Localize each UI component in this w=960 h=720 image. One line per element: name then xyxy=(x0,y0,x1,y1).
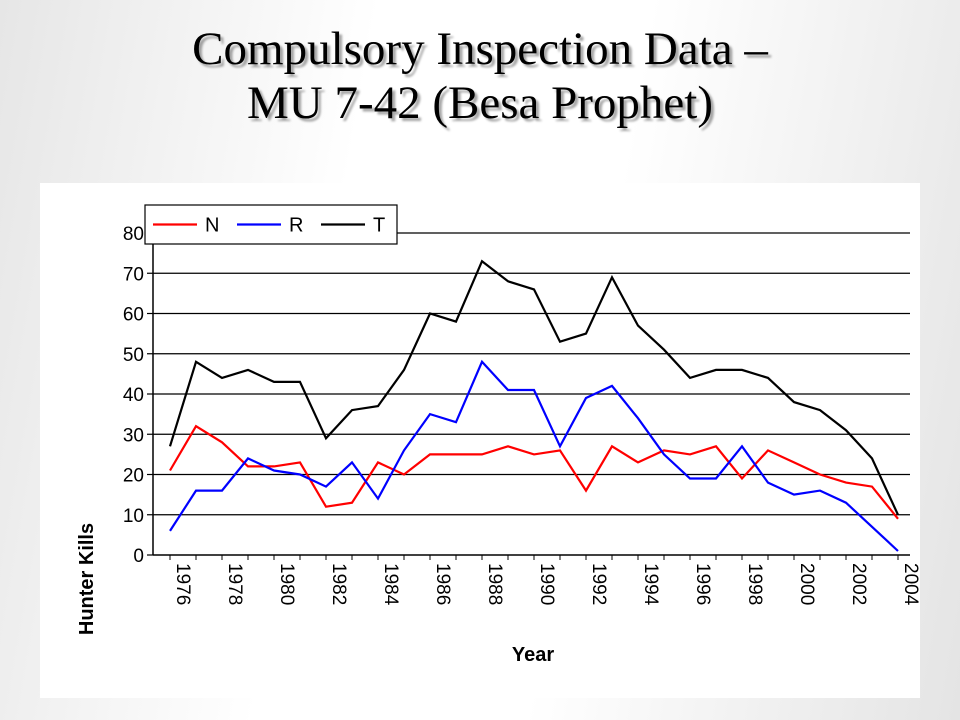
legend-label-r: R xyxy=(289,215,303,237)
y-tick-label: 60 xyxy=(123,305,144,326)
legend-label-t: T xyxy=(373,215,385,237)
y-tick-label: 20 xyxy=(123,466,144,487)
x-tick-label: 1986 xyxy=(432,563,453,605)
x-tick-label: 1982 xyxy=(328,563,349,605)
y-tick-label: 50 xyxy=(123,345,144,366)
slide-title: Compulsory Inspection Data – MU 7-42 (Be… xyxy=(0,22,960,130)
x-tick-label: 1976 xyxy=(172,563,193,605)
chart-panel: 0 10 20 30 40 50 60 70 80 1976 1978 1980 1982 1984 198… xyxy=(40,183,921,698)
x-tick-label: 2002 xyxy=(848,563,869,605)
x-tick-label: 1994 xyxy=(640,563,661,606)
line-chart: 0 10 20 30 40 50 60 70 80 1976 1978 1980 1982 1984 198… xyxy=(76,204,921,666)
slide-title-line-1: Compulsory Inspection Data – xyxy=(192,23,768,75)
x-tick-label: 1984 xyxy=(380,563,401,606)
x-axis-label: Year xyxy=(512,644,554,666)
x-tick-label: 1980 xyxy=(276,563,297,605)
slide-title-line-2: MU 7-42 (Besa Prophet) xyxy=(246,77,713,129)
y-tick-label: 0 xyxy=(133,546,144,567)
y-tick-label: 30 xyxy=(123,425,144,446)
series-line-n xyxy=(169,424,899,520)
x-tick-label: 2000 xyxy=(796,563,817,605)
y-tick-label: 40 xyxy=(123,385,144,406)
gridlines xyxy=(153,232,910,516)
axes: 0 10 20 30 40 50 60 70 80 1976 1978 1980 1982 1984 198… xyxy=(123,205,921,606)
x-tick-label: 1978 xyxy=(224,563,245,605)
y-axis-label: Hunter Kills xyxy=(76,523,98,635)
y-tick-label: 70 xyxy=(123,264,144,285)
y-tick-label: 10 xyxy=(123,506,144,527)
y-tick-label: 80 xyxy=(123,224,144,245)
x-tick-label: 1990 xyxy=(536,563,557,605)
series-line-r xyxy=(169,359,899,552)
x-tick-label: 1988 xyxy=(484,563,505,605)
series-lines xyxy=(168,259,899,552)
x-tick-label: 1996 xyxy=(692,563,713,605)
x-tick-label: 1998 xyxy=(744,563,765,605)
series-line-t xyxy=(168,259,899,516)
x-tick-label: 1992 xyxy=(588,563,609,605)
legend-label-n: N xyxy=(205,215,219,237)
x-tick-label: 2004 xyxy=(900,563,920,606)
